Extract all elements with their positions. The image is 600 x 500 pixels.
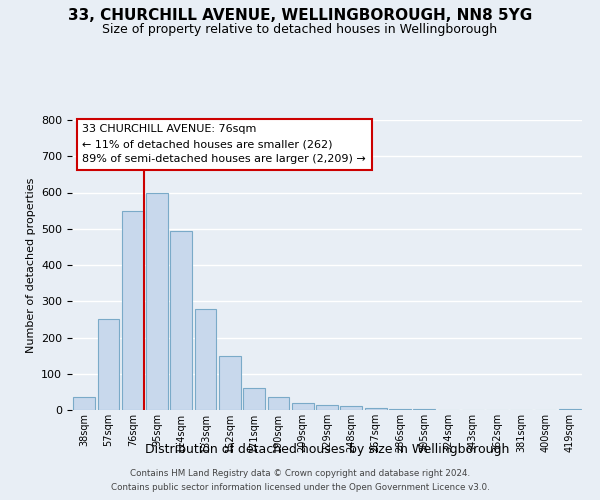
Text: Contains HM Land Registry data © Crown copyright and database right 2024.: Contains HM Land Registry data © Crown c… [130, 468, 470, 477]
Bar [146, 192, 168, 410]
Bar [73, 398, 95, 410]
Bar [316, 406, 338, 410]
Bar [194, 309, 217, 410]
Bar [122, 210, 143, 410]
Bar [170, 230, 192, 410]
Bar [219, 356, 241, 410]
Text: Contains public sector information licensed under the Open Government Licence v3: Contains public sector information licen… [110, 484, 490, 492]
Bar [389, 409, 411, 410]
Text: Size of property relative to detached houses in Wellingborough: Size of property relative to detached ho… [103, 22, 497, 36]
Bar [292, 403, 314, 410]
Bar [365, 408, 386, 410]
Text: Distribution of detached houses by size in Wellingborough: Distribution of detached houses by size … [145, 442, 509, 456]
Bar [559, 409, 581, 410]
Bar [97, 320, 119, 410]
Bar [340, 406, 362, 410]
Y-axis label: Number of detached properties: Number of detached properties [26, 178, 35, 352]
Bar [243, 388, 265, 410]
Text: 33 CHURCHILL AVENUE: 76sqm
← 11% of detached houses are smaller (262)
89% of sem: 33 CHURCHILL AVENUE: 76sqm ← 11% of deta… [82, 124, 366, 164]
Bar [268, 398, 289, 410]
Text: 33, CHURCHILL AVENUE, WELLINGBOROUGH, NN8 5YG: 33, CHURCHILL AVENUE, WELLINGBOROUGH, NN… [68, 8, 532, 22]
